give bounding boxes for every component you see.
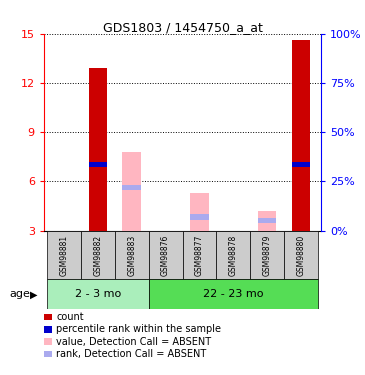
Text: 22 - 23 mo: 22 - 23 mo (203, 290, 264, 299)
Bar (115, 231, 149, 279)
Text: value, Detection Call = ABSENT: value, Detection Call = ABSENT (56, 337, 211, 346)
Bar (122, 152, 141, 231)
Text: rank, Detection Call = ABSENT: rank, Detection Call = ABSENT (56, 349, 207, 359)
Text: count: count (56, 312, 84, 322)
Text: GSM98878: GSM98878 (229, 234, 238, 276)
Bar (47, 231, 81, 279)
Bar (190, 214, 209, 220)
Bar (216, 231, 250, 279)
Bar (182, 231, 216, 279)
Bar (250, 231, 284, 279)
Bar (149, 231, 182, 279)
Text: GSM98882: GSM98882 (93, 234, 103, 276)
Bar (149, 279, 318, 309)
Bar (89, 162, 107, 168)
Text: GSM98877: GSM98877 (195, 234, 204, 276)
Bar (47, 279, 149, 309)
Bar (292, 162, 310, 168)
Text: GSM98880: GSM98880 (296, 234, 306, 276)
Text: percentile rank within the sample: percentile rank within the sample (56, 324, 221, 334)
Bar (258, 217, 276, 223)
Text: GDS1803 / 1454750_a_at: GDS1803 / 1454750_a_at (103, 21, 262, 34)
Bar (284, 231, 318, 279)
Text: GSM98879: GSM98879 (262, 234, 272, 276)
Bar (258, 211, 276, 231)
Text: GSM98883: GSM98883 (127, 234, 136, 276)
Text: GSM98876: GSM98876 (161, 234, 170, 276)
Bar (81, 231, 115, 279)
Text: age: age (9, 290, 30, 299)
Text: ▶: ▶ (30, 290, 37, 299)
Bar (190, 193, 209, 231)
Text: 2 - 3 mo: 2 - 3 mo (75, 290, 121, 299)
Text: GSM98881: GSM98881 (59, 234, 69, 276)
Bar (89, 68, 107, 231)
Bar (122, 185, 141, 190)
Bar (292, 40, 310, 231)
